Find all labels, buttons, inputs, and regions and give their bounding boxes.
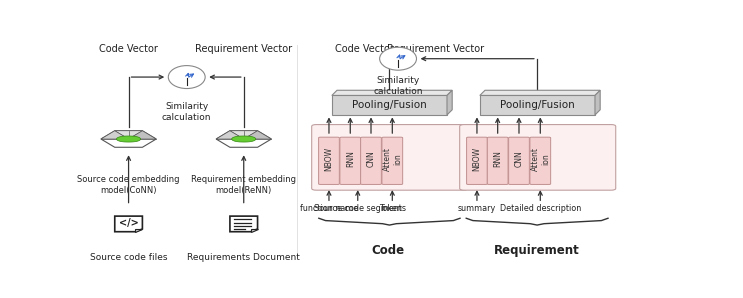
FancyBboxPatch shape bbox=[487, 137, 508, 184]
Text: Similarity
calculation: Similarity calculation bbox=[373, 76, 423, 96]
Polygon shape bbox=[129, 131, 156, 139]
Text: CNN: CNN bbox=[366, 150, 375, 167]
Polygon shape bbox=[114, 216, 143, 232]
Text: RNN: RNN bbox=[493, 150, 502, 167]
FancyBboxPatch shape bbox=[460, 125, 616, 190]
Text: Requirements Document: Requirements Document bbox=[187, 253, 300, 262]
Polygon shape bbox=[101, 131, 156, 147]
Text: Source code files: Source code files bbox=[90, 253, 167, 262]
Polygon shape bbox=[114, 131, 143, 139]
Text: </>: </> bbox=[119, 218, 138, 228]
Text: Detailed description: Detailed description bbox=[499, 204, 581, 213]
Text: Requirement Vector: Requirement Vector bbox=[195, 44, 292, 54]
Polygon shape bbox=[250, 229, 258, 232]
Polygon shape bbox=[117, 136, 140, 142]
FancyBboxPatch shape bbox=[509, 137, 529, 184]
Polygon shape bbox=[447, 90, 452, 115]
FancyBboxPatch shape bbox=[530, 137, 551, 184]
Text: Source code segment: Source code segment bbox=[314, 204, 402, 213]
Ellipse shape bbox=[169, 66, 205, 89]
Text: Code Vector: Code Vector bbox=[334, 44, 394, 54]
Polygon shape bbox=[232, 136, 256, 142]
FancyBboxPatch shape bbox=[332, 95, 447, 115]
Text: NBOW: NBOW bbox=[473, 147, 481, 171]
Text: CNN: CNN bbox=[514, 150, 524, 167]
Text: Requirement: Requirement bbox=[493, 244, 579, 257]
Polygon shape bbox=[230, 131, 258, 139]
Polygon shape bbox=[595, 90, 600, 115]
Text: Tokens: Tokens bbox=[379, 204, 406, 213]
FancyBboxPatch shape bbox=[340, 137, 360, 184]
Text: RNN: RNN bbox=[345, 150, 354, 167]
FancyBboxPatch shape bbox=[360, 137, 381, 184]
Text: Pooling/Fusion: Pooling/Fusion bbox=[352, 100, 426, 110]
FancyBboxPatch shape bbox=[312, 125, 468, 190]
Text: Code Vector: Code Vector bbox=[99, 44, 158, 54]
Ellipse shape bbox=[380, 47, 417, 70]
Text: Source code embedding
model(CoNN): Source code embedding model(CoNN) bbox=[77, 175, 180, 195]
Polygon shape bbox=[101, 131, 129, 139]
FancyBboxPatch shape bbox=[467, 137, 487, 184]
Text: Pooling/Fusion: Pooling/Fusion bbox=[500, 100, 575, 110]
FancyBboxPatch shape bbox=[480, 95, 595, 115]
FancyBboxPatch shape bbox=[319, 137, 340, 184]
Polygon shape bbox=[230, 216, 258, 232]
Polygon shape bbox=[332, 90, 452, 95]
Text: function name: function name bbox=[300, 204, 358, 213]
Polygon shape bbox=[216, 131, 271, 147]
Polygon shape bbox=[244, 131, 271, 139]
Text: Requirement Vector: Requirement Vector bbox=[387, 44, 484, 54]
Polygon shape bbox=[216, 131, 244, 139]
Text: Code: Code bbox=[372, 244, 405, 257]
FancyBboxPatch shape bbox=[382, 137, 403, 184]
Polygon shape bbox=[480, 90, 600, 95]
Text: Attent
ion: Attent ion bbox=[531, 147, 550, 171]
Text: Requirement embedding
model(ReNN): Requirement embedding model(ReNN) bbox=[191, 175, 296, 195]
Text: summary: summary bbox=[458, 204, 496, 213]
Text: Similarity
calculation: Similarity calculation bbox=[162, 102, 212, 122]
Polygon shape bbox=[135, 229, 143, 232]
Text: NBOW: NBOW bbox=[325, 147, 334, 171]
Text: Attent
ion: Attent ion bbox=[383, 147, 402, 171]
